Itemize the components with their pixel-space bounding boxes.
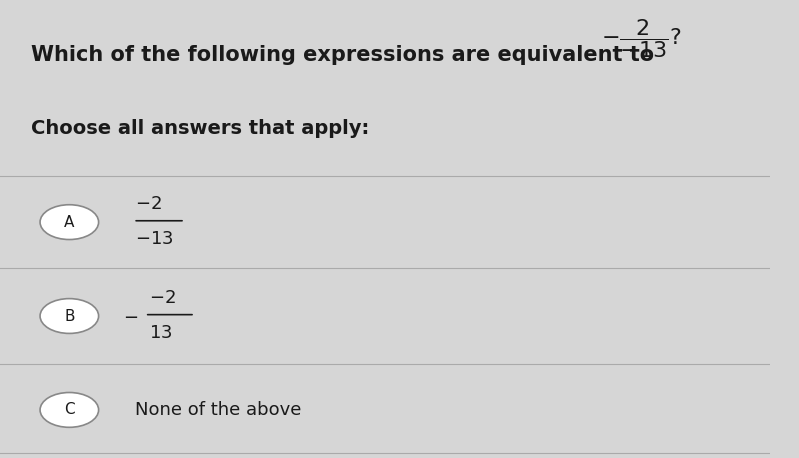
Text: $-\dfrac{2}{-13}?$: $-\dfrac{2}{-13}?$	[601, 17, 682, 60]
Circle shape	[40, 393, 98, 427]
Text: $-2$: $-2$	[135, 195, 161, 213]
Text: C: C	[64, 403, 74, 417]
Circle shape	[40, 299, 98, 333]
Text: None of the above: None of the above	[135, 401, 301, 419]
Text: $-2$: $-2$	[149, 289, 176, 307]
Text: $-13$: $-13$	[135, 230, 173, 248]
Text: B: B	[64, 309, 74, 323]
Text: $-$: $-$	[123, 307, 138, 325]
Text: Which of the following expressions are equivalent to: Which of the following expressions are e…	[31, 45, 654, 65]
Circle shape	[40, 205, 98, 240]
Text: Choose all answers that apply:: Choose all answers that apply:	[31, 119, 369, 138]
Text: $13$: $13$	[149, 324, 172, 343]
Text: A: A	[64, 215, 74, 229]
